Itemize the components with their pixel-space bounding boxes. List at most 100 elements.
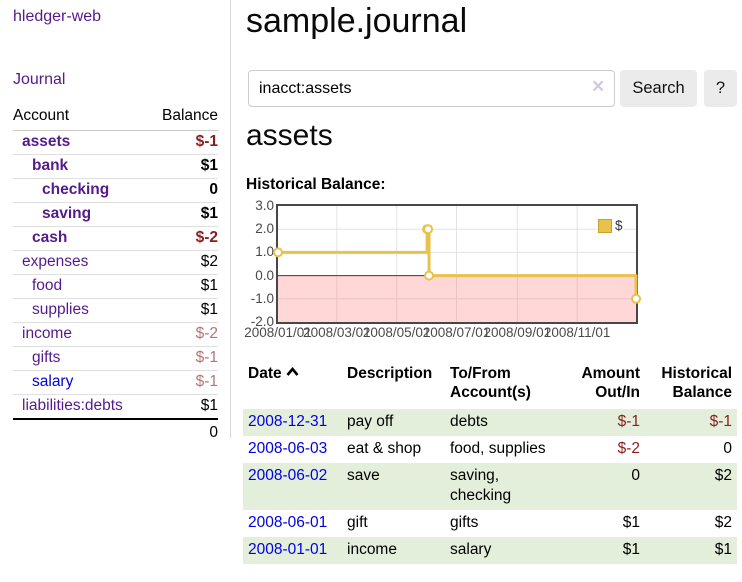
balance-column-header: Balance <box>148 104 218 131</box>
transaction-description: gift <box>347 514 368 531</box>
y-tick-label: 1.0 <box>255 244 274 260</box>
sidebar: hledger-web Journal Account Balance asse… <box>0 0 231 446</box>
transaction-accounts: debts <box>445 409 575 436</box>
account-balance: $1 <box>148 154 218 179</box>
register-row: 2008-06-02 save saving, checking 0 $2 <box>243 463 737 510</box>
x-tick-label: 2008/05/01 <box>362 325 431 340</box>
account-balance: $2 <box>148 250 218 275</box>
transaction-date-link[interactable]: 2008-06-03 <box>248 440 328 457</box>
account-link-food[interactable]: food <box>32 277 63 294</box>
account-balance: $-2 <box>148 322 218 347</box>
transaction-date-link[interactable]: 2008-01-01 <box>248 541 328 558</box>
account-row: supplies $1 <box>13 298 218 323</box>
chart-plot-area <box>273 204 641 324</box>
y-tick-label: 2.0 <box>255 221 274 237</box>
account-link-income[interactable]: income <box>22 325 72 342</box>
account-balance: $1 <box>148 298 218 323</box>
negative-region <box>278 275 636 322</box>
chart-y-axis: 3.0 2.0 1.0 0.0 -1.0 -2.0 <box>245 198 274 329</box>
account-balance: $-2 <box>148 226 218 251</box>
account-link-expenses[interactable]: expenses <box>22 253 89 270</box>
x-tick-label: 2008/11/01 <box>543 325 611 340</box>
date-column-header[interactable]: Date <box>243 362 342 409</box>
accounts-total-row: 0 <box>13 418 218 446</box>
account-link-liabilities-debts[interactable]: liabilities:debts <box>22 397 123 414</box>
register-row: 2008-06-03 eat & shop food, supplies $-2… <box>243 436 737 463</box>
transaction-date-link[interactable]: 2008-12-31 <box>248 413 328 430</box>
clear-search-icon[interactable]: × <box>592 75 605 98</box>
transaction-accounts: salary <box>445 537 575 564</box>
account-row: gifts $-1 <box>13 346 218 371</box>
account-row: bank $1 <box>13 154 218 179</box>
transaction-description: pay off <box>342 409 445 436</box>
legend-label: $ <box>615 218 623 233</box>
app-title-link[interactable]: hledger-web <box>13 8 102 25</box>
accounts-column-header: To/From Account(s) <box>450 365 531 401</box>
account-row: food $1 <box>13 274 218 299</box>
account-row: salary $-1 <box>13 370 218 395</box>
sidebar-item-journal[interactable]: Journal <box>13 71 66 88</box>
account-row: liabilities:debts $1 <box>13 394 218 420</box>
transaction-amount: $-2 <box>617 440 640 457</box>
sort-ascending-icon <box>286 366 299 376</box>
x-tick-label: 2008/03/01 <box>303 325 371 340</box>
search-button[interactable]: Search <box>620 70 697 107</box>
y-tick-label: -2.0 <box>250 314 274 329</box>
account-balance: $-1 <box>148 346 218 371</box>
register-row: 2008-06-01 gift gifts $1 $2 <box>243 510 737 537</box>
transaction-description: save <box>342 463 445 510</box>
transaction-accounts: food, supplies <box>450 440 546 457</box>
account-row: cash $-2 <box>13 226 218 251</box>
account-link-supplies[interactable]: supplies <box>32 301 89 318</box>
transaction-description: eat & shop <box>347 440 422 457</box>
account-heading: assets <box>246 119 333 152</box>
x-tick-label: 2008/01/01 <box>244 325 312 340</box>
account-balance: $1 <box>148 394 218 420</box>
transaction-description: income <box>342 537 445 564</box>
transaction-balance: $2 <box>645 463 737 510</box>
description-column-header: Description <box>347 365 433 382</box>
account-link-assets[interactable]: assets <box>22 133 71 150</box>
chart-legend: $ <box>597 217 624 234</box>
transaction-balance: 0 <box>723 440 732 457</box>
account-balance: $1 <box>148 274 218 299</box>
account-balance: 0 <box>148 178 218 203</box>
page-title: sample.journal <box>246 2 468 40</box>
amount-column-header: Amount Out/In <box>581 365 640 401</box>
accounts-table: Account Balance assets $-1 bank $1 check… <box>13 104 218 446</box>
account-link-saving[interactable]: saving <box>42 205 92 222</box>
transaction-accounts: gifts <box>450 514 479 531</box>
transaction-balance: $-1 <box>645 409 737 436</box>
legend-swatch-icon <box>598 218 612 233</box>
account-balance: $1 <box>148 202 218 227</box>
account-column-header: Account <box>13 104 149 131</box>
transaction-date-link[interactable]: 2008-06-01 <box>248 514 328 531</box>
chart-x-axis: 2008/01/01 2008/03/01 2008/05/01 2008/07/01… <box>244 325 642 343</box>
y-tick-label: 3.0 <box>255 198 274 213</box>
account-row: assets $-1 <box>13 130 218 155</box>
account-link-bank[interactable]: bank <box>32 157 69 174</box>
search-input[interactable] <box>248 70 615 107</box>
account-row: income $-2 <box>13 322 218 347</box>
accounts-total-value: 0 <box>148 418 218 446</box>
transaction-amount: $1 <box>575 537 645 564</box>
register-table: Date Description To/From Account(s) Amou… <box>243 362 737 564</box>
account-link-checking[interactable]: checking <box>42 181 110 198</box>
account-link-gifts[interactable]: gifts <box>32 349 61 366</box>
data-point <box>423 224 434 235</box>
account-link-cash[interactable]: cash <box>32 229 68 246</box>
transaction-date-link[interactable]: 2008-06-02 <box>248 467 328 484</box>
help-button[interactable]: ? <box>704 70 737 107</box>
y-tick-label: -1.0 <box>250 290 274 306</box>
account-link-salary[interactable]: salary <box>32 373 74 390</box>
chart-heading: Historical Balance: <box>246 176 386 193</box>
transaction-balance: $2 <box>714 514 732 531</box>
account-balance: $-1 <box>148 370 218 395</box>
transaction-accounts: saving, checking <box>445 463 575 510</box>
data-point <box>631 293 641 304</box>
account-balance: $-1 <box>148 130 218 155</box>
x-tick-label: 2008/07/01 <box>422 325 491 340</box>
transaction-balance: $1 <box>645 537 737 564</box>
historical-balance-chart: 3.0 2.0 1.0 0.0 -1.0 -2.0 $ 2008/01/01 2008/03… <box>244 198 642 345</box>
account-row: checking 0 <box>13 178 218 203</box>
